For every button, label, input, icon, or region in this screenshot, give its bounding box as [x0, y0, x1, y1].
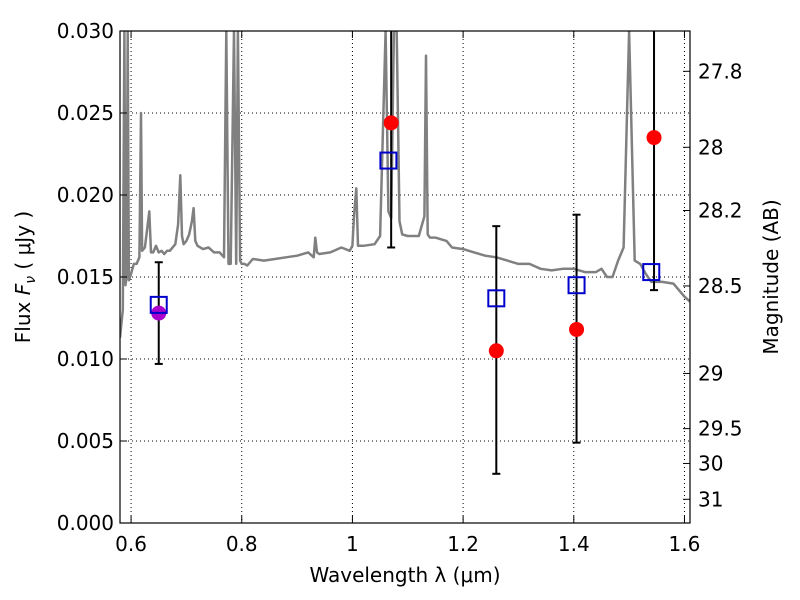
- y-tick-label: 0.030: [57, 19, 114, 43]
- model-photometry-square: [487, 289, 506, 308]
- x-tick-label: 1.2: [447, 532, 479, 556]
- model-spectrum-line: [120, 31, 690, 338]
- model-photometry-square: [642, 263, 661, 282]
- y2-tick-label: 31: [698, 487, 723, 511]
- x-tick-label: 0.8: [226, 532, 258, 556]
- x-tick-label: 1.6: [669, 532, 701, 556]
- y-tick-label: 0.010: [57, 347, 114, 371]
- y2-tick-label: 30: [698, 451, 723, 475]
- observed-point: [646, 130, 662, 146]
- model-photometry-square: [379, 151, 398, 170]
- x-tick-label: 1.4: [558, 532, 590, 556]
- model-photometry-square: [149, 295, 168, 314]
- y-axis-title-subscript: ν: [23, 276, 39, 284]
- y2-tick-label: 29.5: [698, 417, 743, 441]
- y-axis-ticks: 0.000 0.005 0.010 0.015 0.020 0.025 0.030: [57, 19, 127, 535]
- y-axis-title-unit: ( μJy ): [11, 211, 35, 276]
- y2-tick-label: 28: [698, 135, 723, 159]
- y2-tick-label: 27.8: [698, 59, 743, 83]
- y-tick-label: 0.015: [57, 265, 114, 289]
- model-spectrum-layer: [120, 31, 690, 338]
- observed-point: [383, 115, 399, 131]
- y2-tick-label: 28.2: [698, 199, 743, 223]
- y2-tick-label: 28.5: [698, 274, 743, 298]
- observed-point: [569, 321, 585, 337]
- y-axis-title: Flux Fν ( μJy ): [11, 211, 39, 343]
- y-tick-label: 0.020: [57, 183, 114, 207]
- model-photometry-layer: [149, 151, 661, 314]
- x-tick-label: 0.6: [115, 532, 147, 556]
- model-photometry-square: [567, 276, 586, 295]
- y-axis-title-symbol: F: [11, 283, 35, 295]
- y-tick-label: 0.025: [57, 101, 114, 125]
- observed-point: [488, 343, 504, 359]
- y2-axis-ticks: 27.8 28 28.2 28.5 29 29.5 30 31: [683, 59, 743, 511]
- point-layer: [151, 115, 662, 359]
- y2-axis-title: Magnitude (AB): [759, 199, 783, 354]
- x-axis-title: Wavelength λ (μm): [309, 563, 500, 587]
- y-tick-label: 0.000: [57, 511, 114, 535]
- y2-tick-label: 29: [698, 361, 723, 385]
- y-tick-label: 0.005: [57, 429, 114, 453]
- x-tick-label: 1: [346, 532, 359, 556]
- y-axis-title-prefix: Flux: [11, 295, 35, 343]
- x-axis-ticks: 0.6 0.8 1 1.2 1.4 1.6: [115, 31, 700, 556]
